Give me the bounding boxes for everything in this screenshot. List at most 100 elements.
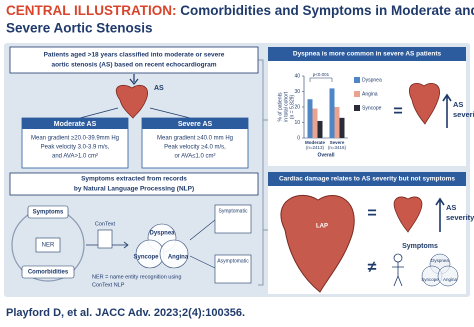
legend-swatch — [354, 91, 360, 97]
title: CENTRAL ILLUSTRATION: Comorbidities and … — [6, 3, 474, 18]
x-axis-label: Overall — [318, 152, 336, 158]
node-label: ConText — [95, 221, 116, 227]
arrow — [79, 107, 191, 119]
bar — [334, 107, 340, 138]
venn-circle — [437, 265, 459, 287]
y-tick-label: 10 — [294, 120, 300, 126]
node-box — [27, 205, 69, 219]
severe-header — [142, 118, 248, 129]
not-equal: ≠ — [368, 259, 377, 276]
venn-label: Syncope — [421, 277, 439, 282]
bar — [307, 99, 313, 138]
legend-swatch — [354, 105, 360, 111]
y-tick-label: 30 — [294, 89, 300, 95]
arrow — [442, 93, 452, 128]
footer: Playford D, et al. JACC Adv. 2023;2(4):1… — [6, 307, 245, 319]
person-icon — [392, 253, 404, 287]
damage-header — [268, 172, 466, 186]
bar — [317, 120, 323, 138]
severe-criteria: or AVA≤1.0 cm² — [174, 154, 215, 160]
document-icon — [97, 229, 113, 249]
heart-image — [280, 195, 355, 293]
node-label: NER — [42, 243, 55, 249]
x-tick-label: Moderate — [305, 140, 326, 145]
cohort-text: Patients aged >18 years classified into … — [44, 52, 225, 59]
x-tick-label: (n=3416) — [328, 145, 347, 150]
node-label: Dyspnea — [149, 231, 175, 237]
moderate-criteria: Peak velocity 3.0-3.9 m/s, — [41, 145, 110, 151]
moderate-title: Moderate AS — [54, 121, 97, 128]
severe-title: Severe AS — [178, 121, 213, 128]
connector — [258, 59, 268, 286]
moderate-header — [22, 118, 128, 129]
legend-label: Angina — [362, 91, 378, 97]
node-label: Angina — [168, 255, 189, 261]
note: NER = name entity recognition using — [92, 274, 181, 280]
x-tick-label: Severe — [330, 140, 345, 145]
moderate-criteria: Mean gradient ≥20.0-39.9mm Hg — [31, 136, 119, 142]
chart-panel — [268, 61, 466, 166]
arrow — [435, 197, 445, 232]
node-box — [214, 254, 252, 284]
cohort-box — [9, 46, 259, 74]
note: ConText NLP — [92, 282, 125, 288]
node-box — [214, 204, 252, 234]
node-box — [21, 265, 75, 279]
severity-label: severity — [453, 110, 474, 119]
bar — [312, 108, 318, 138]
nlp-title: by Natural Language Processing (NLP) — [74, 186, 194, 193]
node-label: Syncope — [133, 255, 159, 261]
bar — [339, 117, 345, 138]
heart-icon — [408, 83, 440, 125]
nlp-header — [9, 172, 259, 196]
node-label: Asymptomatic — [217, 258, 249, 264]
x-tick-label: (n=2413) — [306, 145, 325, 150]
heart-icon — [115, 84, 148, 119]
venn-circle — [159, 239, 189, 269]
chart-header — [268, 47, 466, 61]
title-line: Comorbidities and Symptoms in Moderate a… — [180, 3, 474, 18]
node-label: Symptomatic — [219, 208, 248, 214]
y-tick-label: 40 — [294, 73, 300, 79]
lap-label: LAP — [316, 224, 328, 230]
legend-label: Syncope — [362, 105, 382, 111]
arrow — [189, 219, 216, 269]
node-box — [35, 237, 61, 253]
cohort-text: aortic stenosis (AS) based on recent ech… — [51, 62, 216, 69]
severe-criteria: Peak velocity ≥4.0 m/s, — [164, 145, 226, 151]
severity-label: AS — [446, 203, 456, 212]
damage-title: Cardiac damage relates to AS severity bu… — [279, 176, 455, 183]
equals: = — [393, 103, 402, 120]
y-tick-label: 20 — [294, 104, 300, 110]
y-tick-label: 0 — [297, 135, 300, 141]
severity-label: severity — [446, 213, 474, 222]
equals: = — [367, 205, 376, 222]
nlp-title: Symptoms extracted from records — [81, 176, 187, 183]
heart-icon — [393, 196, 423, 233]
significance-bracket — [309, 77, 333, 82]
title-line: Severe Aortic Stenosis — [6, 21, 153, 36]
bar — [329, 88, 335, 138]
node-label: Symptoms — [33, 210, 64, 216]
title-label: CENTRAL ILLUSTRATION: — [6, 3, 176, 18]
node-label: Comorbidities — [28, 270, 69, 276]
legend-swatch — [354, 77, 360, 83]
severe-criteria: Mean gradient ≥40.0 mm Hg — [157, 136, 233, 142]
y-axis-label: % of patients — [277, 92, 283, 121]
chart-title: Dyspnea is more common in severe AS pati… — [293, 51, 442, 58]
arrow — [129, 74, 139, 85]
severity-label: AS — [453, 100, 463, 109]
chart: % of patients in total cohort (n = 5,829) 0… — [277, 72, 382, 158]
moderate-criteria: and AVA>1.0 cm² — [52, 154, 98, 160]
heart-label: AS — [154, 85, 164, 92]
venn-label: Angina — [443, 277, 458, 282]
annotation: p<0.001 — [313, 72, 330, 77]
venn-label: Dyspnea — [431, 258, 449, 263]
legend-label: Dyspnea — [362, 77, 382, 83]
y-axis-label: in total cohort — [283, 91, 289, 122]
y-axis-label: (n = 5,829) — [289, 95, 295, 120]
symptoms-label: Symptoms — [402, 243, 438, 250]
